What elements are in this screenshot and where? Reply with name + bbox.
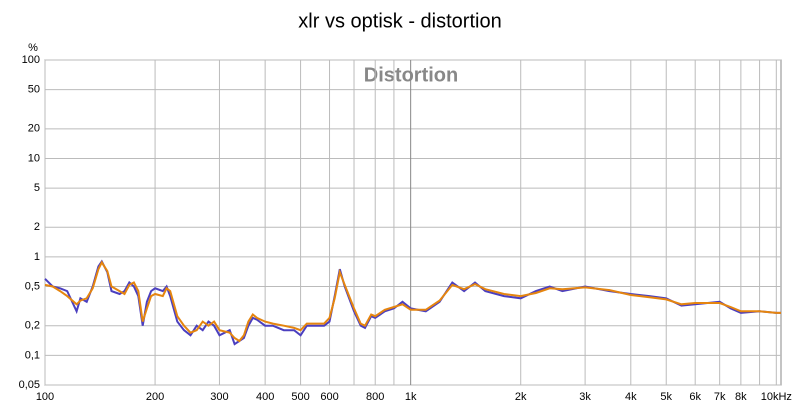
y-tick-label: 100	[22, 54, 40, 66]
y-tick-label: 0,05	[19, 379, 40, 391]
x-tick-label: 6k	[689, 391, 701, 403]
y-unit: %	[28, 42, 38, 54]
x-tick-label: 200	[146, 391, 164, 403]
x-tick-label: 400	[256, 391, 274, 403]
series-line	[44, 259, 781, 346]
y-tick-label: 0,5	[25, 280, 40, 292]
x-tick-label: 10kHz	[761, 391, 792, 403]
plot-area	[44, 59, 782, 386]
y-tick-label: 20	[28, 123, 40, 135]
x-tick-label: 2k	[515, 391, 527, 403]
x-tick-label: 7k	[714, 391, 726, 403]
x-tick-label: 8k	[735, 391, 747, 403]
x-tick-label: 3k	[579, 391, 591, 403]
x-tick-label: 100	[36, 391, 54, 403]
x-tick-label: 4k	[625, 391, 637, 403]
y-tick-label: 5	[34, 182, 40, 194]
x-tick-label: 600	[320, 391, 338, 403]
y-tick-label: 50	[28, 84, 40, 96]
y-tick-label: 10	[28, 152, 40, 164]
y-tick-label: 0,2	[25, 320, 40, 332]
y-tick-label: 1	[34, 251, 40, 263]
y-tick-label: 0,1	[25, 349, 40, 361]
x-tick-label: 5k	[660, 391, 672, 403]
x-tick-label: 300	[210, 391, 228, 403]
series-line	[44, 260, 781, 343]
x-tick-label: 800	[366, 391, 384, 403]
chart-title: xlr vs optisk - distortion	[298, 10, 501, 32]
x-tick-label: 500	[291, 391, 309, 403]
x-tick-label: 1k	[405, 391, 417, 403]
y-tick-label: 2	[34, 221, 40, 233]
